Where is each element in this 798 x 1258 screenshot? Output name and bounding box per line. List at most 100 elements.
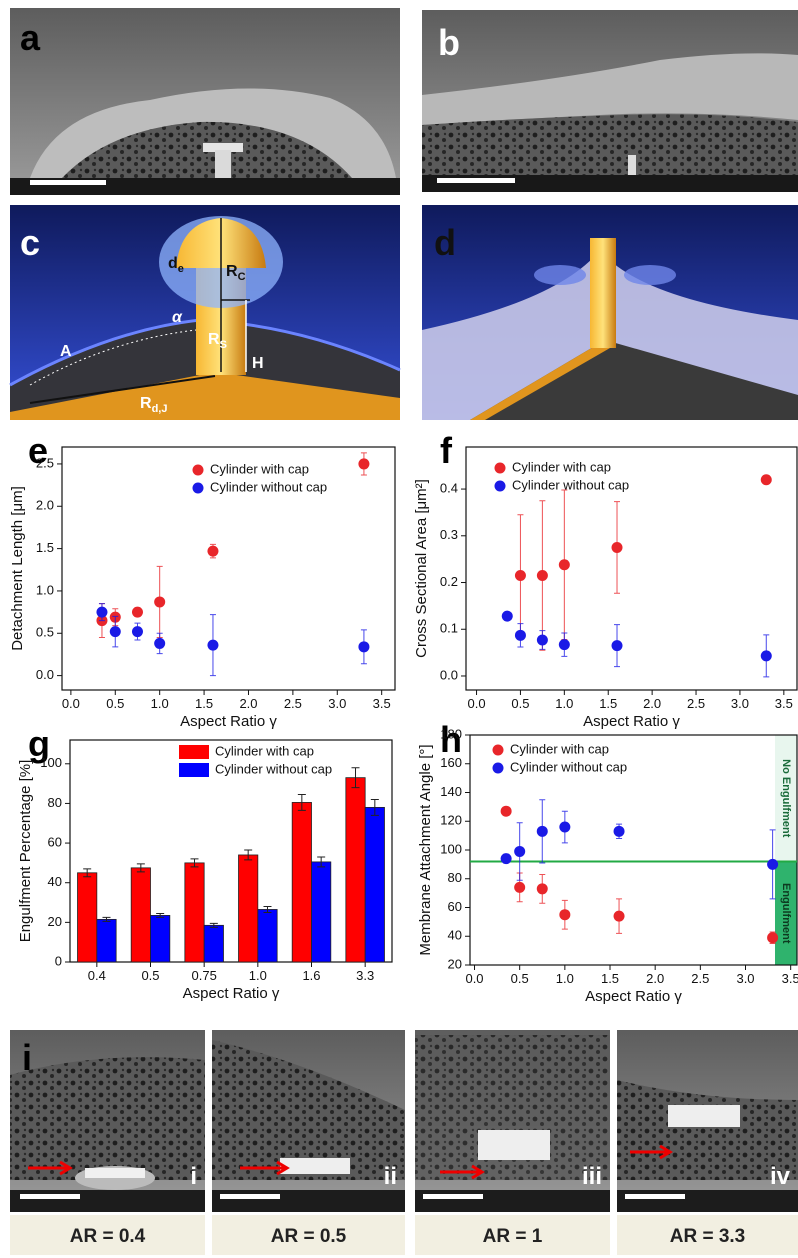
image-sublabel: ii bbox=[384, 1163, 397, 1190]
x-tick-label: 0.0 bbox=[62, 696, 80, 711]
panel-label: a bbox=[20, 17, 41, 58]
legend-label: Cylinder without cap bbox=[510, 759, 627, 774]
y-tick-label: 100 bbox=[440, 841, 462, 856]
x-axis-title: Aspect Ratio γ bbox=[183, 985, 280, 1002]
y-tick-label: 60 bbox=[448, 899, 462, 914]
x-axis-title: Aspect Ratio γ bbox=[180, 713, 277, 730]
y-tick-label: 40 bbox=[48, 874, 62, 889]
x-tick-label: 0.0 bbox=[465, 971, 483, 986]
point bbox=[537, 826, 548, 837]
x-tick-label: 3.5 bbox=[373, 696, 391, 711]
x-tick-label: 2.0 bbox=[646, 971, 664, 986]
legend-label: Cylinder with cap bbox=[510, 741, 609, 756]
y-axis-title: Engulfment Percentage [%] bbox=[17, 760, 34, 943]
legend-label: Cylinder without cap bbox=[512, 477, 629, 492]
panel-label: d bbox=[434, 222, 456, 263]
point bbox=[502, 611, 513, 622]
legend-swatch bbox=[193, 465, 204, 476]
x-tick-label: 0.5 bbox=[511, 971, 529, 986]
label-sub: S bbox=[220, 339, 227, 351]
x-tick-label: 0.4 bbox=[88, 968, 106, 983]
label-main: R bbox=[226, 263, 238, 280]
region-label: No Engulfment bbox=[780, 759, 792, 838]
legend-label: Cylinder with cap bbox=[210, 461, 309, 476]
image-caption: AR = 3.3 bbox=[670, 1226, 746, 1247]
y-axis-title: Cross Sectional Area [μm²] bbox=[413, 479, 430, 658]
point bbox=[501, 806, 512, 817]
point bbox=[207, 546, 218, 557]
legend-label: Cylinder without cap bbox=[215, 761, 332, 776]
y-axis-title: Membrane Attachment Angle [°] bbox=[417, 744, 434, 955]
point bbox=[559, 822, 570, 833]
bar bbox=[97, 919, 116, 962]
point bbox=[358, 641, 369, 652]
point bbox=[761, 474, 772, 485]
y-tick-label: 160 bbox=[440, 755, 462, 770]
panel-label: f bbox=[440, 430, 453, 471]
sem-series bbox=[10, 1030, 798, 1255]
legend-label: Cylinder with cap bbox=[512, 459, 611, 474]
legend-label: Cylinder with cap bbox=[215, 743, 314, 758]
y-tick-label: 1.5 bbox=[36, 540, 54, 555]
x-tick-label: 2.5 bbox=[284, 696, 302, 711]
x-tick-label: 3.0 bbox=[328, 696, 346, 711]
point bbox=[767, 859, 778, 870]
point bbox=[514, 882, 525, 893]
point bbox=[501, 853, 512, 864]
point bbox=[514, 846, 525, 857]
label-main: R bbox=[140, 395, 152, 412]
point bbox=[96, 607, 107, 618]
image-sublabel: iii bbox=[582, 1163, 602, 1190]
schematic-label: A bbox=[60, 343, 72, 360]
panel-label: b bbox=[438, 22, 460, 63]
bar bbox=[78, 873, 97, 962]
legend-swatch bbox=[193, 483, 204, 494]
legend-label: Cylinder without cap bbox=[210, 479, 327, 494]
bar bbox=[292, 802, 311, 962]
point bbox=[559, 639, 570, 650]
point bbox=[614, 826, 625, 837]
y-tick-label: 60 bbox=[48, 835, 62, 850]
x-tick-label: 3.5 bbox=[775, 696, 793, 711]
y-tick-label: 0.4 bbox=[440, 480, 458, 495]
image-sublabel: iv bbox=[770, 1163, 791, 1190]
legend-swatch bbox=[493, 745, 504, 756]
x-tick-label: 1.5 bbox=[599, 696, 617, 711]
point bbox=[612, 542, 623, 553]
point bbox=[132, 626, 143, 637]
point bbox=[132, 607, 143, 618]
point bbox=[110, 626, 121, 637]
point bbox=[559, 909, 570, 920]
legend-swatch bbox=[495, 463, 506, 474]
label-sub: C bbox=[238, 271, 246, 283]
x-tick-label: 0.0 bbox=[467, 696, 485, 711]
schematic-label: α bbox=[172, 309, 183, 326]
y-tick-label: 0.0 bbox=[36, 667, 54, 682]
y-tick-label: 0.3 bbox=[440, 527, 458, 542]
image-caption: AR = 0.4 bbox=[70, 1226, 146, 1247]
x-tick-label: 1.0 bbox=[151, 696, 169, 711]
legend-swatch bbox=[493, 763, 504, 774]
bar bbox=[185, 863, 204, 962]
point bbox=[761, 650, 772, 661]
schematic-d bbox=[422, 205, 798, 420]
y-tick-label: 140 bbox=[440, 784, 462, 799]
bar bbox=[204, 925, 223, 962]
figure: a b c de RC α A RS H Rd,J bbox=[0, 0, 798, 1258]
point bbox=[614, 911, 625, 922]
x-tick-label: 0.5 bbox=[511, 696, 529, 711]
point bbox=[537, 570, 548, 581]
bar bbox=[151, 915, 170, 962]
image-sublabel: i bbox=[190, 1163, 197, 1190]
region-label: Engulfment bbox=[780, 883, 792, 944]
x-tick-label: 3.5 bbox=[782, 971, 798, 986]
x-tick-label: 1.0 bbox=[556, 971, 574, 986]
panel-label: i bbox=[22, 1037, 32, 1078]
y-tick-label: 0.0 bbox=[440, 667, 458, 682]
x-tick-label: 1.5 bbox=[195, 696, 213, 711]
point bbox=[515, 630, 526, 641]
bar bbox=[131, 868, 150, 962]
point bbox=[358, 458, 369, 469]
point bbox=[154, 596, 165, 607]
label-sub: e bbox=[178, 263, 184, 275]
